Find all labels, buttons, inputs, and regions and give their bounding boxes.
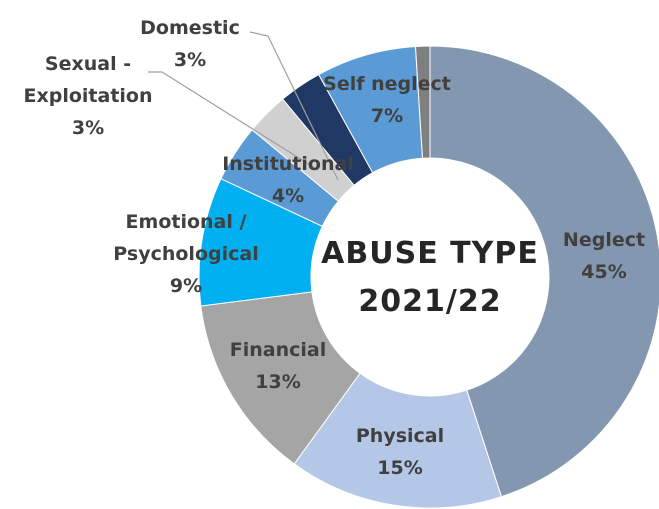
value-label: 9% (169, 275, 203, 297)
slice-label: Domestic 3% (140, 12, 240, 76)
category-label: Financial (229, 339, 327, 361)
category-label: Emotional / Psychological (113, 211, 259, 265)
category-label: Self neglect (323, 73, 451, 95)
category-label: Neglect (562, 229, 646, 251)
category-label: Institutional (222, 153, 354, 175)
category-label: Sexual - Exploitation (23, 53, 153, 107)
value-label: 13% (255, 371, 301, 393)
slice (293, 372, 503, 509)
value-label: 3% (173, 49, 207, 71)
slice (414, 45, 431, 159)
slice-label: Self neglect 7% (323, 68, 451, 132)
value-label: 3% (71, 117, 105, 139)
leader-line (249, 31, 339, 181)
value-label: 7% (370, 105, 404, 127)
slice-label: Neglect 45% (563, 224, 645, 288)
slice-label: Institutional 4% (222, 148, 354, 212)
value-label: 15% (377, 457, 423, 479)
category-label: Domestic (140, 17, 240, 39)
slice-label: Physical 15% (356, 420, 444, 484)
slice (429, 45, 659, 498)
value-label: 45% (581, 261, 627, 283)
slice-label: Sexual - Exploitation 3% (24, 48, 153, 144)
chart-title: ABUSE TYPE 2021/22 (321, 236, 539, 319)
slice-label: Emotional / Psychological 9% (113, 206, 258, 302)
category-label: Physical (355, 425, 445, 447)
value-label: 4% (271, 185, 305, 207)
leader-line (148, 71, 319, 171)
slice-label: Financial 13% (230, 334, 326, 398)
